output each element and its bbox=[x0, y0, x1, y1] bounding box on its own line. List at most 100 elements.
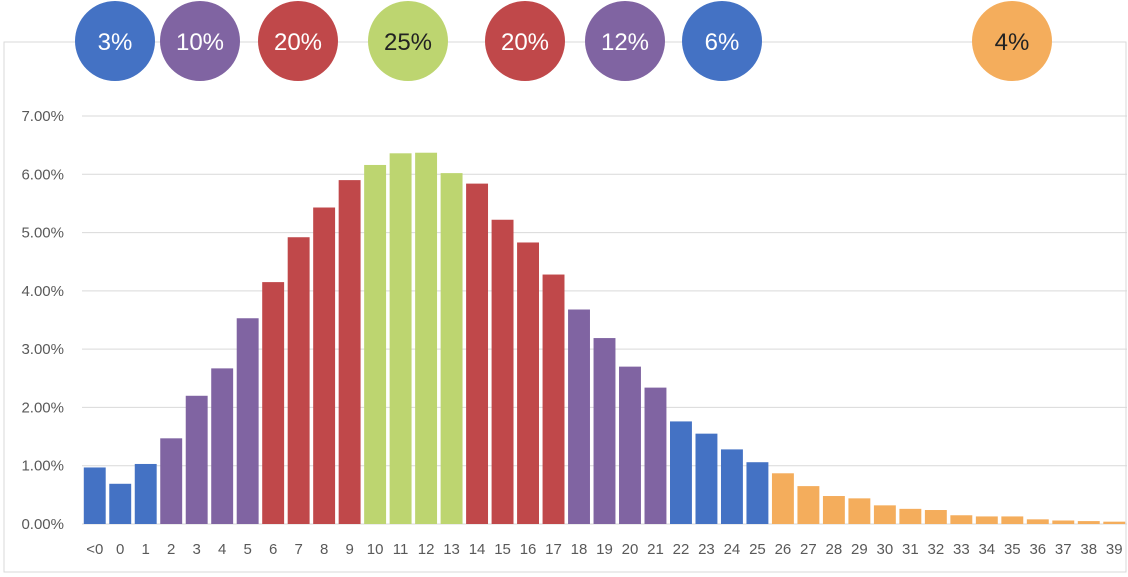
group-share-label: 3% bbox=[98, 29, 133, 56]
group-share-bubble-circle bbox=[368, 1, 448, 81]
x-tick-label: 16 bbox=[520, 541, 537, 558]
group-share-bubble: 12% bbox=[585, 1, 665, 81]
bars bbox=[83, 152, 1126, 525]
x-tick-label: 24 bbox=[724, 541, 741, 558]
y-tick-label: 4.00% bbox=[21, 283, 64, 300]
bar bbox=[619, 366, 641, 524]
x-tick-label: 11 bbox=[393, 541, 409, 558]
group-share-label: 10% bbox=[176, 29, 224, 56]
group-share-bubbles: 3% 10% 20% 25% 20% 12% 6% 4% bbox=[75, 1, 1052, 81]
x-tick-label: <0 bbox=[86, 541, 103, 558]
x-tick-label: 25 bbox=[749, 541, 766, 558]
group-share-bubble-circle bbox=[485, 1, 565, 81]
y-tick-label: 1.00% bbox=[21, 458, 64, 475]
group-share-bubble-circle bbox=[585, 1, 665, 81]
group-share-bubble: 4% bbox=[972, 1, 1052, 81]
group-share-bubble-circle bbox=[75, 1, 155, 81]
bar bbox=[287, 237, 310, 524]
group-share-label: 25% bbox=[384, 29, 432, 56]
group-share-bubble-circle bbox=[258, 1, 338, 81]
x-tick-label: 4 bbox=[218, 541, 226, 558]
bar bbox=[822, 496, 845, 524]
bar bbox=[848, 498, 871, 524]
x-tick-label: 9 bbox=[345, 541, 353, 558]
bar bbox=[924, 510, 947, 524]
x-tick-label: 21 bbox=[647, 541, 664, 558]
group-share-bubble: 10% bbox=[160, 1, 240, 81]
group-share-label: 12% bbox=[601, 29, 649, 56]
x-tick-label: 31 bbox=[902, 541, 919, 558]
bar bbox=[542, 274, 565, 524]
x-tick-label: 6 bbox=[269, 541, 277, 558]
x-tick-label: 27 bbox=[800, 541, 817, 558]
x-tick-label: 23 bbox=[698, 541, 715, 558]
bar bbox=[720, 449, 743, 524]
x-tick-label: 26 bbox=[775, 541, 792, 558]
x-tick-label: 8 bbox=[320, 541, 328, 558]
bar bbox=[466, 183, 489, 524]
x-tick-label: 3 bbox=[193, 541, 201, 558]
x-tick-label: 15 bbox=[494, 541, 511, 558]
x-tick-label: 34 bbox=[978, 541, 995, 558]
group-share-label: 4% bbox=[995, 29, 1030, 56]
x-tick-label: 5 bbox=[243, 541, 251, 558]
y-tick-label: 0.00% bbox=[21, 516, 64, 533]
y-tick-label: 2.00% bbox=[21, 399, 64, 416]
bar bbox=[593, 338, 616, 524]
bar bbox=[670, 421, 692, 524]
bar bbox=[873, 505, 896, 524]
group-share-label: 20% bbox=[274, 29, 322, 56]
group-share-bubble-circle bbox=[160, 1, 240, 81]
bar bbox=[160, 438, 183, 524]
group-share-bubble-circle bbox=[972, 1, 1052, 81]
bar bbox=[1026, 519, 1049, 524]
x-tick-label: 13 bbox=[443, 541, 460, 558]
x-tick-label: 12 bbox=[418, 541, 435, 558]
y-axis-ticks: 0.00% 1.00% 2.00% 3.00% 4.00% 5.00% 6.00% 7.00% bbox=[21, 108, 64, 533]
bar bbox=[211, 368, 234, 524]
bar bbox=[440, 173, 463, 524]
x-tick-label: 1 bbox=[142, 541, 150, 558]
bar bbox=[1077, 521, 1100, 524]
group-share-label: 20% bbox=[501, 29, 549, 56]
y-tick-label: 3.00% bbox=[21, 341, 64, 358]
x-tick-label: 7 bbox=[294, 541, 302, 558]
x-tick-label: 29 bbox=[851, 541, 868, 558]
bar bbox=[491, 219, 514, 524]
bar bbox=[950, 515, 973, 524]
bar bbox=[644, 387, 667, 524]
bar bbox=[185, 395, 208, 524]
x-tick-label: 22 bbox=[673, 541, 690, 558]
bar bbox=[517, 242, 539, 525]
bar bbox=[83, 467, 106, 524]
x-tick-label: 33 bbox=[953, 541, 970, 558]
bar bbox=[975, 516, 998, 524]
x-tick-label: 17 bbox=[545, 541, 562, 558]
bar bbox=[262, 282, 285, 524]
x-tick-label: 18 bbox=[571, 541, 588, 558]
x-tick-label: 39 bbox=[1106, 541, 1123, 558]
bar bbox=[1001, 516, 1024, 524]
bar bbox=[415, 152, 438, 524]
x-tick-label: 10 bbox=[367, 541, 384, 558]
x-tick-label: 28 bbox=[826, 541, 843, 558]
x-tick-label: 35 bbox=[1004, 541, 1021, 558]
y-tick-label: 7.00% bbox=[21, 108, 64, 125]
x-tick-label: 19 bbox=[596, 541, 613, 558]
y-tick-label: 5.00% bbox=[21, 225, 64, 242]
bar bbox=[389, 153, 412, 524]
group-share-bubble: 25% bbox=[368, 1, 448, 81]
bar bbox=[109, 483, 132, 524]
y-tick-label: 6.00% bbox=[21, 166, 64, 183]
bar bbox=[797, 486, 820, 524]
x-tick-label: 14 bbox=[469, 541, 486, 558]
bar bbox=[364, 164, 387, 524]
bar bbox=[695, 433, 718, 524]
x-tick-label: 32 bbox=[927, 541, 944, 558]
x-tick-label: 20 bbox=[622, 541, 639, 558]
bar bbox=[313, 207, 336, 524]
bar bbox=[771, 473, 794, 524]
bar bbox=[236, 318, 259, 524]
x-tick-label: 38 bbox=[1080, 541, 1097, 558]
